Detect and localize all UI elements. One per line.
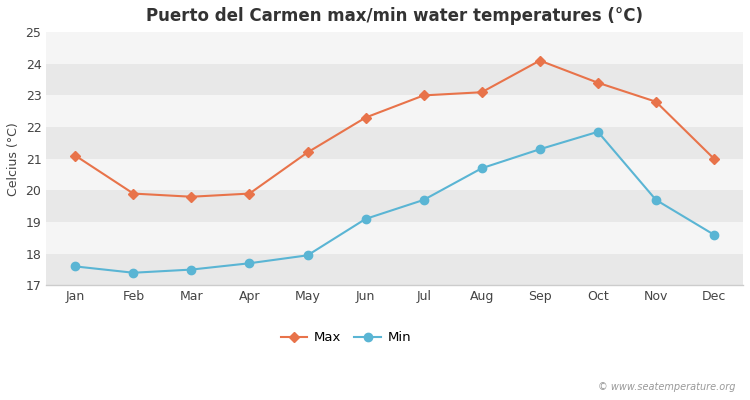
Title: Puerto del Carmen max/min water temperatures (°C): Puerto del Carmen max/min water temperat…	[146, 7, 644, 25]
Min	[710, 232, 718, 237]
Bar	[46, 32, 743, 64]
Y-axis label: Celcius (°C): Celcius (°C)	[7, 122, 20, 196]
Min	[129, 270, 138, 275]
Max	[652, 99, 661, 104]
Bar	[46, 254, 743, 286]
Min	[187, 267, 196, 272]
Min	[245, 261, 254, 266]
Bar	[46, 222, 743, 254]
Bar	[46, 159, 743, 190]
Max	[187, 194, 196, 199]
Min	[536, 147, 544, 152]
Min	[361, 216, 370, 221]
Max	[419, 93, 428, 98]
Max	[477, 90, 486, 95]
Min	[477, 166, 486, 171]
Line: Max: Max	[72, 57, 718, 200]
Bar	[46, 95, 743, 127]
Legend: Max, Min: Max, Min	[275, 326, 416, 350]
Min	[419, 198, 428, 202]
Bar	[46, 190, 743, 222]
Max	[536, 58, 544, 63]
Min	[70, 264, 80, 269]
Line: Min: Min	[71, 128, 718, 277]
Max	[303, 150, 312, 155]
Max	[129, 191, 138, 196]
Min	[652, 198, 661, 202]
Text: © www.seatemperature.org: © www.seatemperature.org	[598, 382, 735, 392]
Bar	[46, 127, 743, 159]
Max	[245, 191, 254, 196]
Min	[593, 130, 602, 134]
Max	[593, 80, 602, 85]
Min	[303, 253, 312, 258]
Max	[361, 115, 370, 120]
Max	[710, 156, 718, 161]
Max	[70, 153, 80, 158]
Bar	[46, 64, 743, 95]
